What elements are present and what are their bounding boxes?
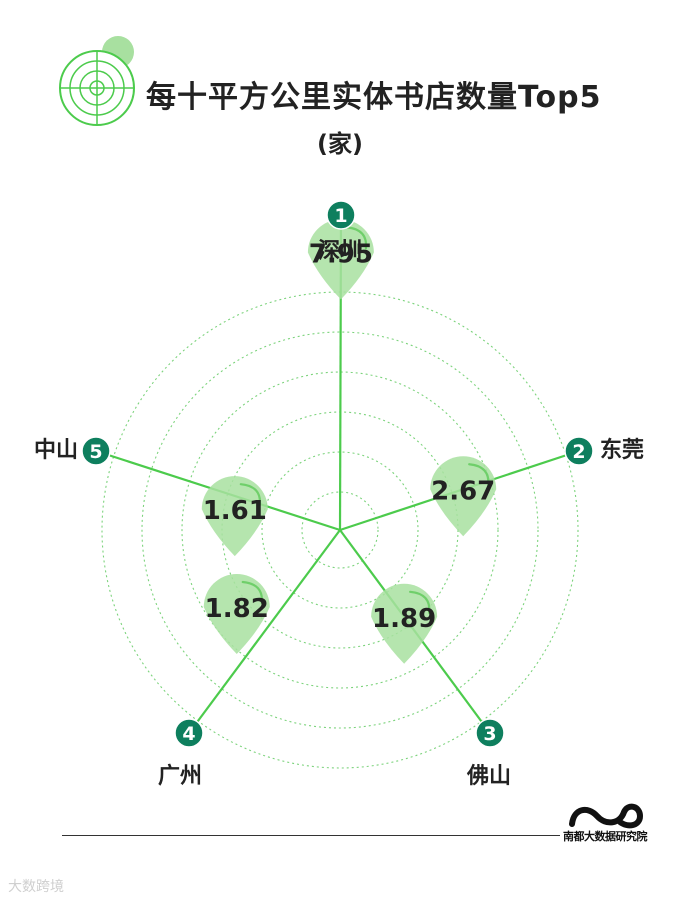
rank-badge-circle-dongguan [564,436,594,466]
grid-ring-4 [181,371,499,689]
rank-badge-dongguan: 2 [564,436,594,466]
marker-shine-zhongshan [239,483,262,507]
rank-badge-circle-foshan [475,718,505,748]
city-label-zhongshan: 中山 [34,438,79,463]
marker-droplet-dongguan [430,456,497,537]
marker-droplet-zhongshan [201,476,268,557]
rank-number-guangzhou: 4 [182,723,195,745]
marker-shine-shenzhen [345,226,368,250]
value-label-foshan: 1.89 [372,604,436,634]
publisher-logo-icon [569,803,644,829]
value-label-zhongshan: 1.61 [203,496,267,526]
value-label-shenzhen: 7.95 [309,239,373,269]
value-marker-foshan: 1.89 [371,583,438,664]
marker-shine-foshan [409,590,431,614]
grid-ring-5 [141,331,539,729]
publisher-name: 南都大数据研究院 [563,830,648,843]
marker-droplet-shenzhen [307,219,374,300]
rank-number-foshan: 3 [483,723,496,745]
value-marker-guangzhou: 1.82 [203,574,270,655]
footer-divider [62,835,560,836]
rank-badge-circle-shenzhen [326,200,356,230]
value-label-dongguan: 2.67 [431,476,495,506]
value-label-guangzhou: 1.82 [205,594,269,624]
rank-number-zhongshan: 5 [89,441,102,463]
city-label-dongguan: 东莞 [600,438,645,463]
rank-badge-shenzhen: 1 [326,200,356,230]
rank-badge-zhongshan: 5 [81,436,111,466]
value-marker-zhongshan: 1.61 [201,476,268,557]
rank-badge-foshan: 3 [475,718,505,748]
rank-number-dongguan: 2 [572,441,585,463]
axis-line-guangzhou [188,529,341,734]
marker-droplet-foshan [371,583,438,664]
value-marker-dongguan: 2.67 [430,456,497,537]
chart-title: 每十平方公里实体书店数量Top5 [146,80,602,115]
city-label-shenzhen: 深圳 [318,239,363,264]
rank-badge-circle-zhongshan [81,436,111,466]
value-marker-shenzhen: 7.95 [307,219,374,300]
marker-shine-dongguan [468,463,490,487]
rank-badge-guangzhou: 4 [174,718,204,748]
chart-unit: (家) [317,130,363,158]
city-label-guangzhou: 广州 [158,764,203,789]
marker-shine-guangzhou [241,580,264,605]
rank-badge-circle-guangzhou [174,718,204,748]
watermark: 大数跨境 [8,879,64,895]
radar-icon [59,36,135,126]
grid-ring-1 [301,491,379,569]
rank-number-shenzhen: 1 [334,205,347,227]
city-label-foshan: 佛山 [467,764,512,789]
marker-droplet-guangzhou [203,574,270,655]
